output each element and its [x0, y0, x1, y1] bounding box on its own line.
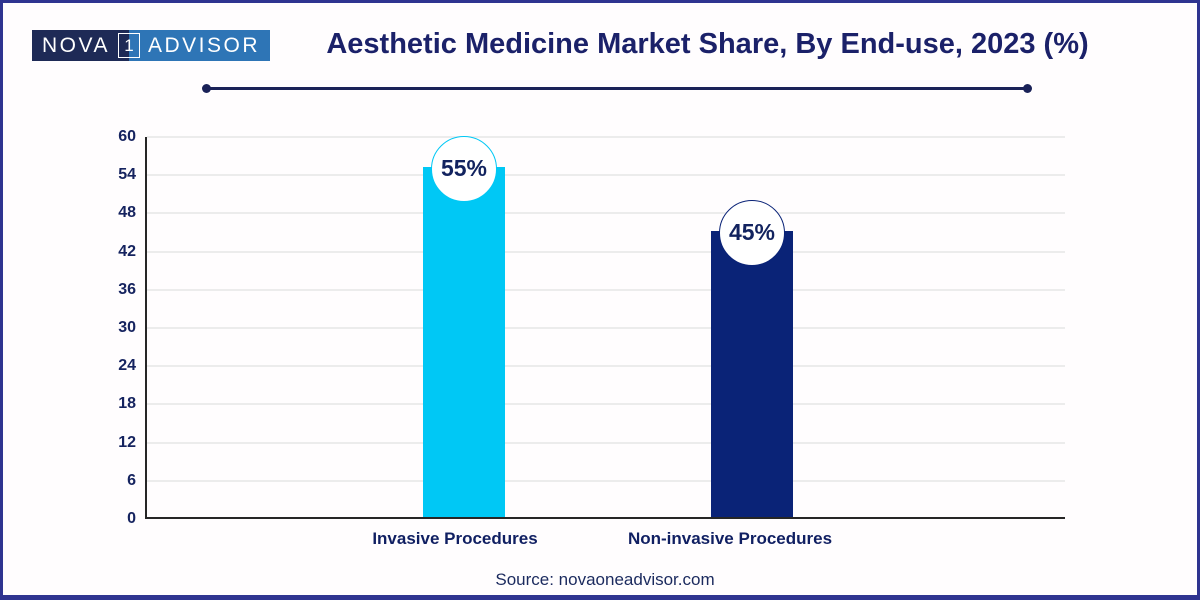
- gridline: [147, 327, 1065, 329]
- gridline: [147, 365, 1065, 368]
- y-tick-label: 60: [118, 128, 136, 145]
- gridline: [147, 174, 1065, 177]
- logo-one-box: 1: [117, 33, 140, 58]
- logo-text-nova: NOVA: [32, 30, 116, 61]
- y-tick-label: 18: [118, 395, 136, 413]
- y-tick-label: 30: [118, 319, 136, 336]
- gridline: [147, 403, 1065, 406]
- divider-dot-right: [1023, 84, 1032, 93]
- chart-title: Aesthetic Medicine Market Share, By End-…: [326, 28, 1089, 60]
- value-label-invasive: 55%: [440, 155, 488, 182]
- gridline: [147, 288, 1065, 291]
- plot-area: 55% 45%: [145, 135, 1065, 519]
- y-tick-label: 0: [127, 510, 136, 527]
- nova-one-advisor-logo: NOVA 1 ADVISOR: [32, 30, 270, 61]
- y-tick-label: 12: [118, 433, 136, 451]
- gridline: [147, 441, 1065, 444]
- gridline: [147, 212, 1065, 215]
- gridline: [147, 250, 1065, 253]
- x-axis-label-invasive: Invasive Procedures: [372, 529, 538, 548]
- bar-group-non-invasive: 45%: [711, 137, 793, 517]
- value-badge-invasive: 55%: [431, 135, 497, 202]
- source-attribution: Source: novaoneadvisor.com: [495, 570, 715, 589]
- bar-rect-non-invasive: [711, 230, 793, 517]
- y-tick-label: 54: [118, 166, 136, 184]
- logo-one-wrap: 1: [115, 30, 142, 61]
- y-tick-label: 36: [118, 280, 136, 298]
- x-axis-label-non-invasive: Non-invasive Procedures: [627, 529, 833, 548]
- bar-rect-invasive: [423, 166, 505, 517]
- y-tick-label: 48: [118, 204, 136, 222]
- y-tick-label: 42: [118, 242, 136, 260]
- y-tick-label: 24: [118, 357, 136, 375]
- value-label-non-invasive: 45%: [728, 219, 776, 245]
- bar-group-invasive: 55%: [423, 135, 505, 517]
- divider-dot-left: [202, 84, 211, 93]
- value-badge-non-invasive: 45%: [719, 199, 785, 266]
- gridline: [147, 136, 1065, 138]
- title-divider-line: [206, 87, 1028, 90]
- logo-text-advisor: ADVISOR: [141, 30, 270, 61]
- y-tick-label: 6: [127, 471, 136, 489]
- y-axis-ticks: 0 6 12 18 24 30 36 42 48 54 60: [84, 128, 136, 527]
- gridline: [147, 479, 1065, 482]
